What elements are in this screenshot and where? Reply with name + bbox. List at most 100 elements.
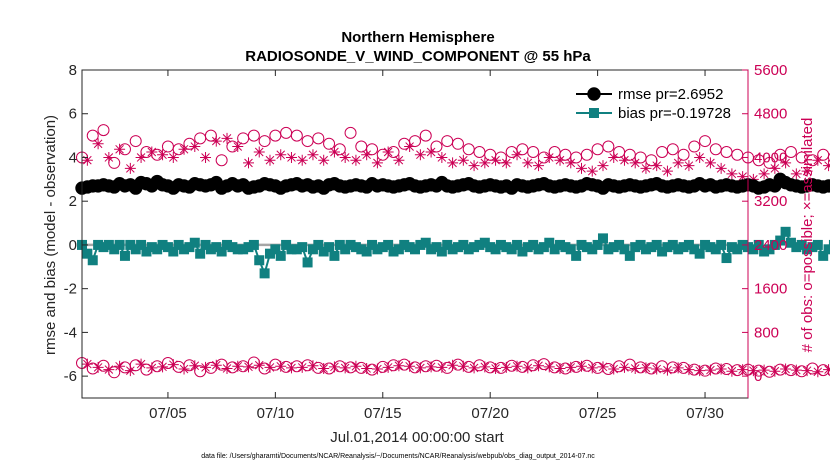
data-point-obs-assimilated [457,154,469,166]
data-point-obs-assimilated [586,165,598,177]
data-point-obs-assimilated-bottom [608,363,620,375]
data-point-bias [565,244,576,255]
data-point-obs-assimilated [404,141,416,153]
series-obs-assimilated-bottom [81,358,830,378]
data-point-obs-possible [344,126,357,139]
data-point-obs-assimilated-bottom [586,362,598,374]
data-point-obs-assimilated-bottom [651,363,663,375]
data-point-obs-possible [602,140,615,153]
data-point-obs-assimilated [425,146,437,158]
data-point-bias [495,239,506,250]
data-point-bias [764,244,775,255]
y-right-tick-label: 3200 [754,193,787,210]
y-axis-label-right: # of obs: o=possible; ×=assimilated [799,118,816,353]
data-point-obs-assimilated-bottom [543,361,555,373]
data-point-obs-assimilated-bottom [457,360,469,372]
data-point-obs-assimilated-bottom [683,364,695,376]
data-point-obs-possible [215,154,228,167]
data-point-bias [399,239,410,250]
data-point-obs-assimilated-bottom [414,362,426,374]
data-point-obs-assimilated [436,151,448,163]
data-point-obs-assimilated [715,162,727,174]
data-point-bias [759,246,770,257]
data-point-obs-assimilated [339,151,351,163]
legend-marker-rmse [587,87,601,101]
data-point-bias [302,257,313,268]
data-point-bias [597,233,608,244]
data-point-bias [211,242,222,253]
y-tick-label: 6 [69,106,77,123]
data-point-obs-possible [86,129,99,142]
data-point-bias [286,244,297,255]
data-point-bias [388,246,399,257]
data-point-obs-assimilated-bottom [114,360,126,372]
data-point-obs-assimilated [511,149,523,161]
data-point-obs-possible [247,129,260,142]
data-point-bias [307,244,318,255]
data-point-obs-assimilated-bottom [92,361,104,373]
data-point-bias [179,244,190,255]
series-obs-assimilated [81,132,830,185]
data-point-bias [705,242,716,253]
data-point-bias [689,244,700,255]
data-point-bias [291,244,302,255]
data-point-bias [785,237,796,248]
data-point-obs-assimilated-bottom [812,366,824,378]
data-point-obs-assimilated [232,141,244,153]
data-point-bias [130,244,141,255]
data-point-bias [157,239,168,250]
data-point-obs-assimilated [135,151,147,163]
data-point-obs-assimilated-bottom [135,358,147,370]
data-point-obs-assimilated [393,154,405,166]
data-point-bias [587,244,598,255]
data-point-obs-assimilated [178,143,190,155]
data-point-obs-assimilated [285,151,297,163]
data-point-bias [426,244,437,255]
data-point-obs-assimilated-bottom [790,364,802,376]
data-point-bias [512,239,523,250]
y-axis-label: rmse and bias (model - observation) [42,115,59,355]
x-axis-label: Jul.01,2014 00:00:00 start [330,429,504,446]
y-right-tick-label: 4000 [754,149,787,166]
data-point-obs-assimilated-bottom [780,363,792,375]
data-point-bias [694,248,705,259]
data-point-obs-assimilated-bottom [747,365,759,377]
data-point-obs-assimilated [790,168,802,180]
data-point-bias [807,242,818,253]
data-point-obs-assimilated-bottom [801,365,813,377]
data-point-bias [469,242,480,253]
data-point-bias [479,237,490,248]
data-point-bias [383,239,394,250]
data-point-obs-assimilated [318,154,330,166]
data-point-obs-assimilated-bottom [382,361,394,373]
data-point-bias [297,242,308,253]
data-point-obs-assimilated-bottom [640,362,652,374]
data-point-bias [619,244,630,255]
data-point-bias [640,244,651,255]
data-point-obs-assimilated-bottom [629,362,641,374]
data-point-obs-assimilated-bottom [243,361,254,373]
y-tick-label: -4 [64,324,77,341]
data-point-bias [109,244,120,255]
data-point-bias [189,237,200,248]
data-point-obs-assimilated [522,157,534,169]
data-point-obs-possible [784,146,797,158]
data-point-bias [125,239,136,250]
data-point-obs-assimilated-bottom [404,360,416,372]
data-point-obs-assimilated [479,157,491,169]
data-point-obs-assimilated [801,165,813,177]
data-point-obs-assimilated [103,151,115,163]
data-point-bias [651,239,662,250]
data-point-bias [667,239,678,250]
data-point-obs-assimilated [640,162,652,174]
data-point-bias [683,239,694,250]
data-point-bias [812,239,823,250]
data-point-obs-assimilated [780,157,792,169]
data-point-obs-assimilated-bottom [533,360,545,372]
data-point-obs-assimilated-bottom [178,363,190,375]
data-point-bias [350,242,361,253]
data-point-obs-assimilated [812,154,824,166]
data-point-bias [560,242,571,253]
data-point-bias [114,239,125,250]
data-point-bias [442,239,453,250]
